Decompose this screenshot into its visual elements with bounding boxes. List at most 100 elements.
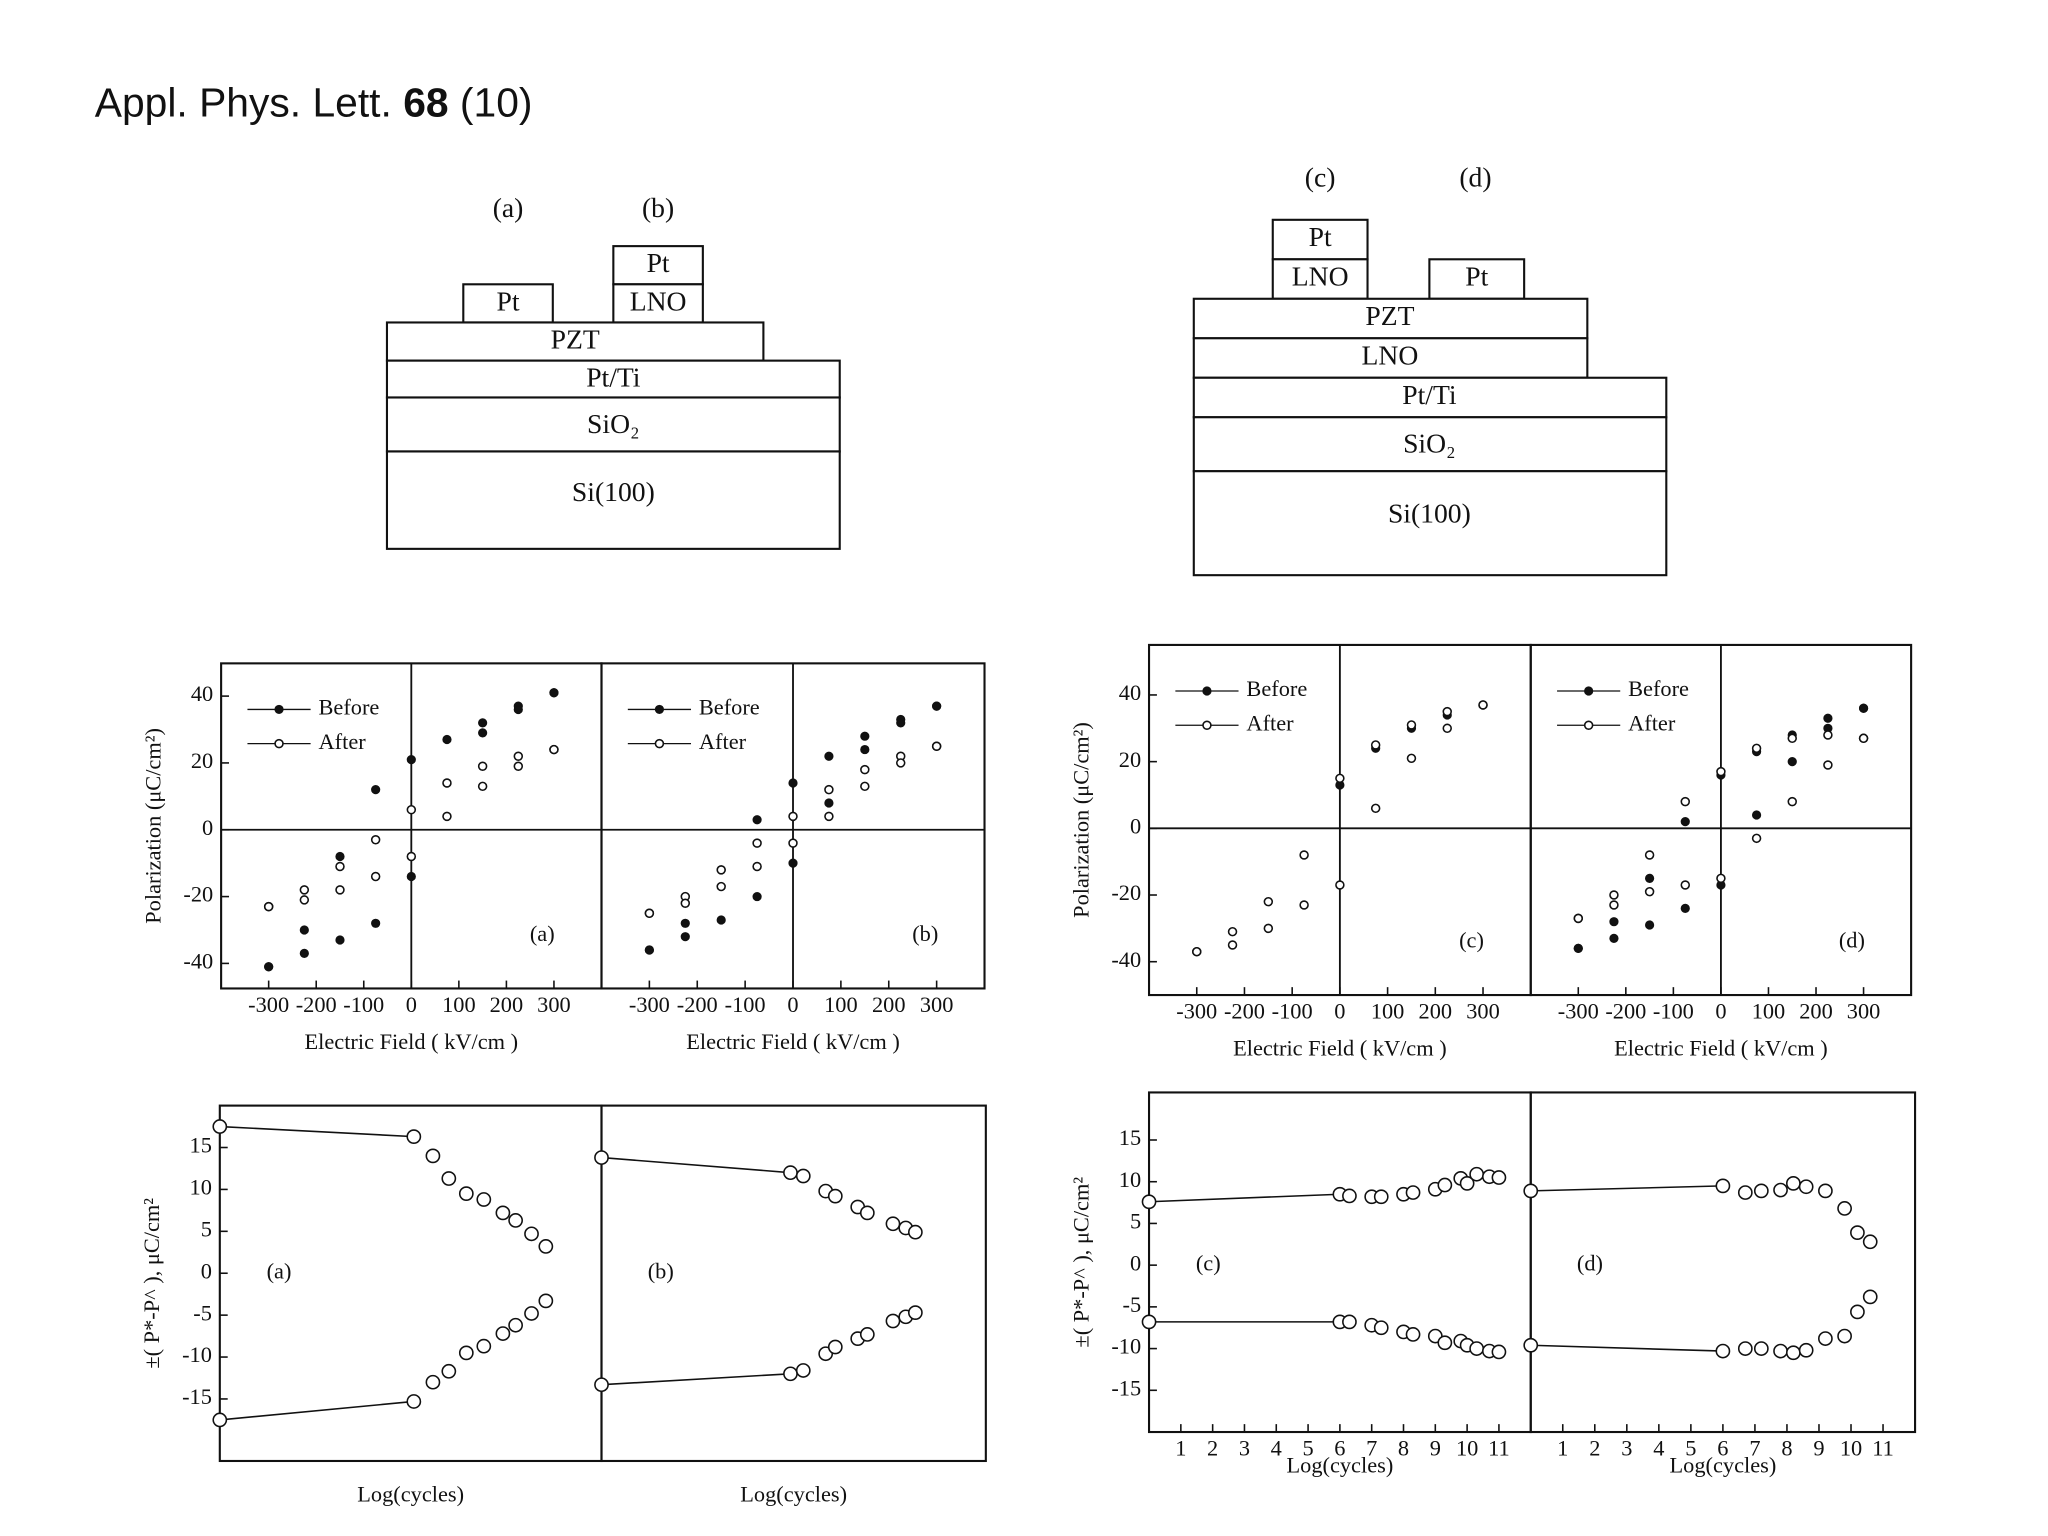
data-point [907, 1305, 923, 1320]
x-axis-label: Electric Field ( kV/cm ) [305, 1029, 519, 1054]
data-point [788, 838, 798, 848]
data-point [788, 858, 798, 868]
data-point [371, 918, 381, 928]
layer [1271, 218, 1369, 261]
data-point [1716, 766, 1726, 777]
x-tick-label: 11 [1872, 1436, 1894, 1461]
layer-label: LNO [630, 285, 687, 316]
data-point [406, 871, 416, 882]
data-point [795, 1363, 811, 1378]
data-point [1773, 1343, 1788, 1359]
x-tick-label: 1 [1557, 1436, 1568, 1461]
panel-label: (d) [1577, 1250, 1603, 1275]
x-tick-label: 0 [406, 992, 417, 1017]
layer-label: Pt/Ti [586, 362, 641, 393]
x-tick-label: 10 [1840, 1436, 1862, 1461]
y-axis-label: ±( P*-P^ ), μC/cm² [1068, 1177, 1093, 1348]
data-point [1680, 796, 1691, 807]
data-point [524, 1306, 539, 1321]
data-point [406, 804, 417, 815]
legend-label: After [1246, 710, 1294, 735]
data-point [1573, 913, 1584, 924]
legend-label: After [1628, 710, 1676, 735]
device-label: (c) [1305, 162, 1336, 193]
data-point [907, 1224, 923, 1240]
legend-marker [1584, 686, 1594, 696]
data-point [371, 785, 381, 795]
layer [1192, 470, 1668, 577]
data-point [1787, 796, 1797, 807]
data-point [335, 851, 345, 862]
data-point [1818, 1183, 1833, 1199]
layer [1192, 416, 1668, 473]
data-point [299, 895, 310, 905]
legend-label: Before [1628, 676, 1689, 701]
data-point [442, 734, 452, 745]
data-point [824, 811, 834, 822]
data-point [425, 1148, 441, 1164]
x-tick-label: -300 [1176, 999, 1217, 1024]
x-tick-label: 200 [1799, 999, 1833, 1024]
data-point [1263, 923, 1274, 934]
x-tick-label: 11 [1488, 1436, 1510, 1461]
data-point [1299, 900, 1309, 910]
layer-label: PZT [1365, 300, 1414, 331]
y-tick-label: -15 [1111, 1375, 1141, 1400]
x-tick-label: 9 [1813, 1436, 1824, 1461]
x-axis-label: Log(cycles) [357, 1482, 464, 1507]
data-point [478, 728, 488, 738]
x-tick-label: 1 [1175, 1436, 1186, 1461]
data-point [644, 908, 655, 919]
data-point [508, 1317, 523, 1333]
connector [1530, 1344, 1723, 1352]
layer-label: Si(100) [572, 476, 655, 507]
panel-label: (b) [912, 921, 938, 946]
y-tick-label: 20 [191, 748, 213, 773]
data-point [680, 918, 690, 928]
connector [601, 1373, 791, 1386]
data-point [441, 1171, 457, 1186]
data-point [370, 871, 381, 882]
data-point [885, 1313, 901, 1329]
data-point [824, 751, 834, 761]
data-point [513, 761, 524, 772]
data-point [752, 891, 762, 902]
data-point [458, 1186, 474, 1201]
y-tick-label: 20 [1119, 747, 1141, 772]
data-point [370, 835, 381, 845]
y-tick-label: 10 [190, 1175, 212, 1200]
data-point [1787, 757, 1797, 767]
data-point [1442, 706, 1452, 717]
x-tick-label: -300 [629, 992, 670, 1017]
legend-marker [274, 738, 284, 749]
data-point [860, 744, 870, 755]
data-point [1644, 873, 1655, 883]
data-point [885, 1216, 901, 1232]
x-tick-label: 200 [490, 992, 524, 1017]
data-point [1850, 1304, 1865, 1320]
y-tick-label: -10 [1111, 1334, 1141, 1359]
x-tick-label: 0 [787, 992, 798, 1017]
y-tick-label: -15 [182, 1384, 212, 1409]
data-point [1523, 1183, 1539, 1199]
data-point [1573, 943, 1583, 953]
data-point [1737, 1185, 1753, 1200]
data-point [406, 754, 416, 765]
data-point [299, 925, 309, 935]
data-point [1478, 700, 1488, 710]
data-point [1858, 733, 1869, 744]
data-point [299, 948, 309, 958]
data-point [263, 901, 274, 912]
x-tick-label: 300 [1466, 999, 1500, 1024]
panel-label: (c) [1196, 1250, 1221, 1275]
y-tick-label: -5 [1123, 1292, 1142, 1317]
data-point [1437, 1335, 1453, 1351]
data-point [1680, 903, 1690, 913]
data-point [476, 1192, 492, 1207]
data-point [441, 1363, 457, 1379]
x-tick-label: 2 [1207, 1436, 1218, 1461]
data-point [406, 1394, 422, 1409]
data-point [1523, 1337, 1539, 1353]
x-tick-label: 3 [1621, 1436, 1632, 1461]
y-tick-label: 40 [1119, 680, 1141, 705]
